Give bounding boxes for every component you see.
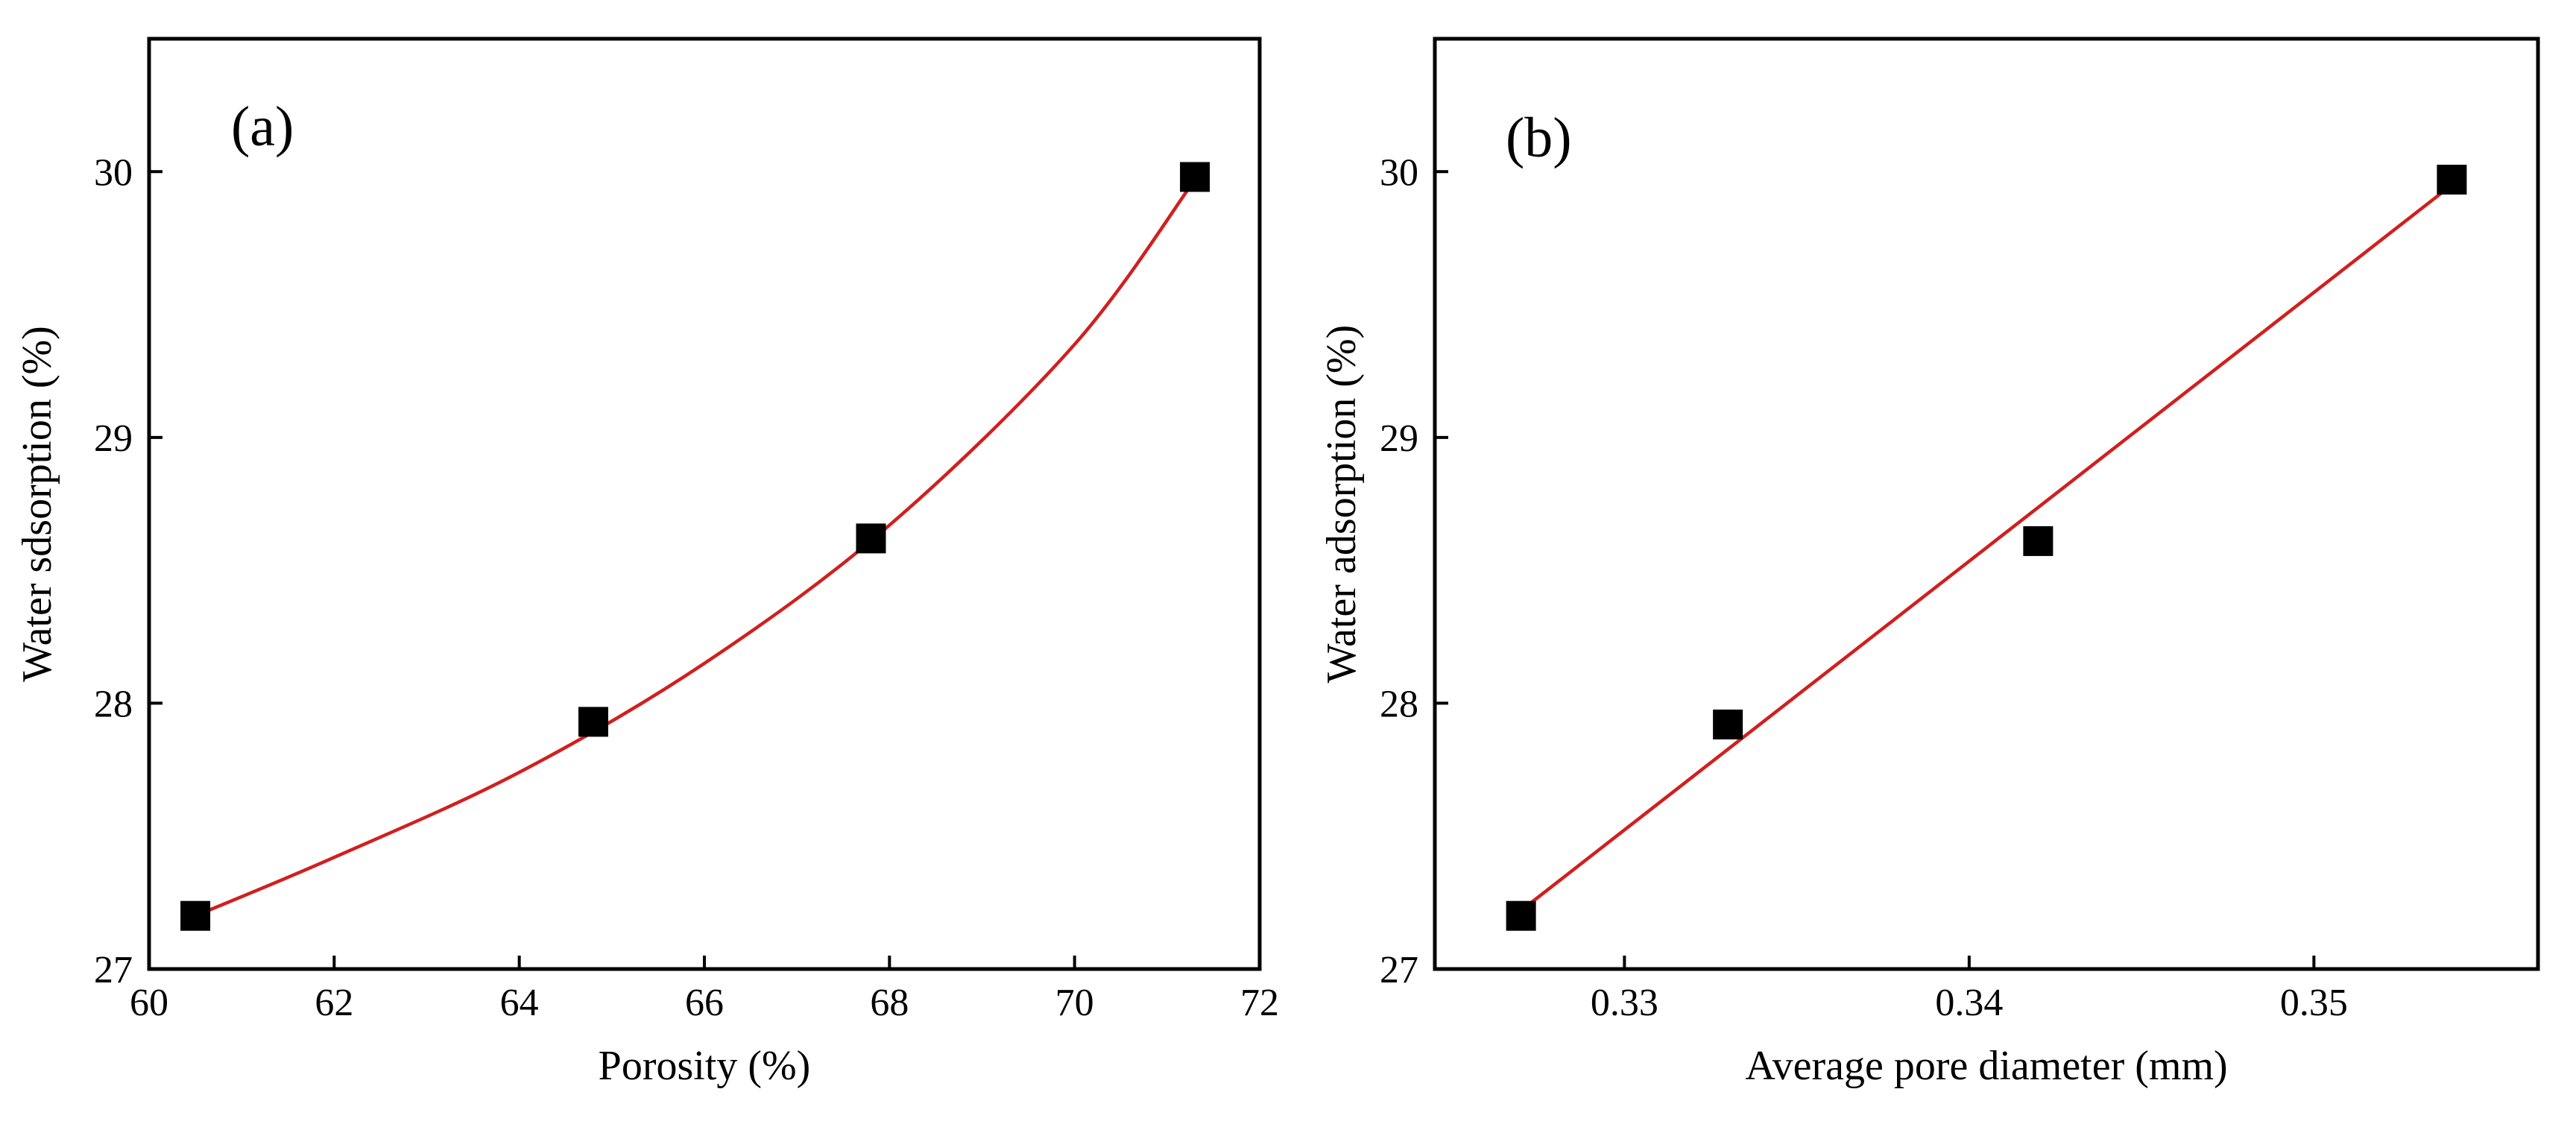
y-axis-label: Water adsorption (%) — [1319, 325, 1365, 684]
y-tick-label: 30 — [1380, 151, 1418, 194]
x-tick-label: 0.34 — [1935, 982, 2003, 1024]
data-point-square — [2437, 164, 2467, 195]
y-tick-label: 29 — [94, 417, 133, 460]
x-tick-label: 0.35 — [2280, 982, 2348, 1024]
x-tick-label: 66 — [685, 982, 724, 1024]
data-point-square — [1506, 900, 1536, 931]
plot-frame — [1433, 37, 2540, 971]
y-axis-label: Water sdsorption (%) — [14, 326, 60, 682]
y-tick-label: 28 — [1380, 683, 1418, 725]
x-tick-label: 68 — [870, 982, 909, 1024]
x-tick-label: 72 — [1240, 982, 1279, 1024]
y-tick-label: 29 — [1380, 417, 1418, 460]
data-point-square — [1180, 162, 1210, 192]
chart-panel-a: 60 62 64 66 68 70 72 27 28 29 30 Porosity (%) Water … — [14, 37, 1279, 1089]
y-tick-label: 27 — [1380, 949, 1418, 991]
data-point-square — [2023, 526, 2053, 556]
x-tick-label: 0.33 — [1591, 982, 1658, 1024]
fit-line — [195, 178, 1196, 918]
data-point-square — [856, 523, 886, 554]
panel-label: (b) — [1506, 107, 1572, 169]
data-point-square — [180, 900, 211, 931]
data-point-square — [1713, 709, 1743, 739]
chart-panel-b: 0.33 0.34 0.35 27 28 29 30 Average pore diamete… — [1319, 37, 2540, 1089]
panel-label: (a) — [231, 95, 294, 158]
y-tick-label: 30 — [94, 151, 133, 194]
x-tick-label: 64 — [500, 982, 539, 1024]
y-tick-label: 28 — [94, 683, 133, 725]
fit-line — [1520, 183, 2453, 912]
x-tick-label: 60 — [130, 982, 168, 1024]
x-tick-label: 70 — [1055, 982, 1094, 1024]
plot-frame — [147, 37, 1262, 971]
x-axis-label: Porosity (%) — [599, 1043, 811, 1089]
x-axis-label: Average pore diameter (mm) — [1745, 1043, 2227, 1089]
x-tick-label: 62 — [315, 982, 353, 1024]
y-tick-label: 27 — [94, 949, 133, 991]
data-point-square — [578, 707, 608, 737]
